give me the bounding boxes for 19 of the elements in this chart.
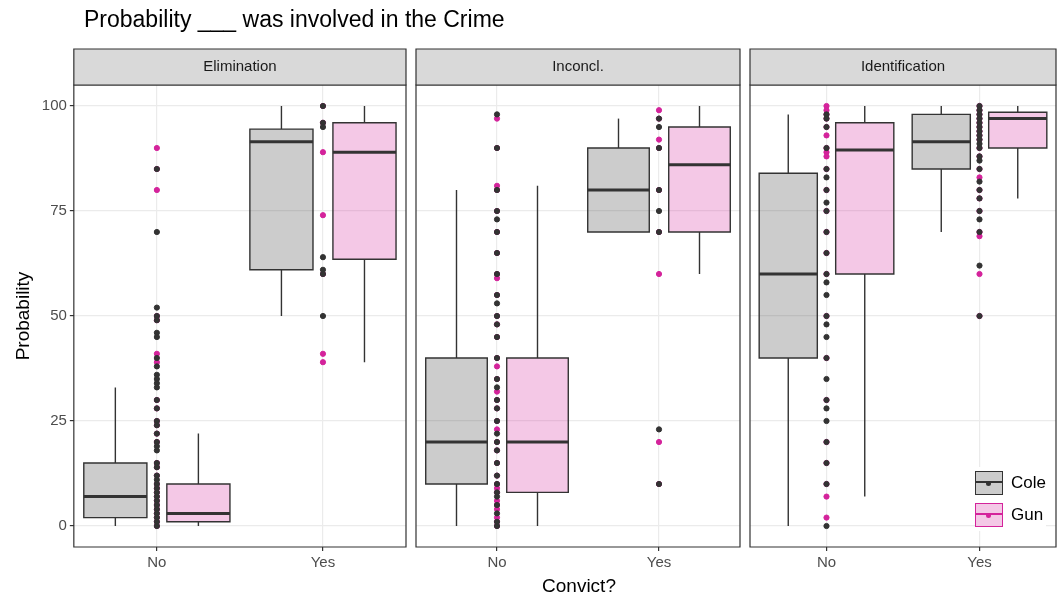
x-tick-label: No [147, 553, 167, 571]
y-tick-label: 25 [50, 411, 67, 429]
legend-label: Cole [1011, 473, 1046, 493]
y-tick-label: 100 [41, 96, 67, 114]
y-tick-label: 50 [50, 306, 67, 324]
x-tick-label: No [816, 553, 837, 571]
legend-label: Gun [1011, 505, 1044, 525]
chart-subtitle: Identification [860, 57, 946, 75]
chart-subtitle: Elimination [203, 57, 277, 75]
x-axis-title: Convict? [541, 575, 617, 598]
chart-subtitle: Inconcl. [552, 57, 604, 75]
y-tick-label: 75 [50, 201, 67, 219]
x-tick-label: Yes [967, 553, 992, 571]
y-axis-title: Probability [11, 271, 33, 361]
x-tick-label: No [487, 553, 507, 571]
chart-title: Probability ___ was involved in the Crime [84, 6, 505, 33]
y-tick-label: 0 [58, 516, 67, 534]
x-tick-label: Yes [310, 553, 336, 571]
x-tick-label: Yes [646, 553, 672, 571]
